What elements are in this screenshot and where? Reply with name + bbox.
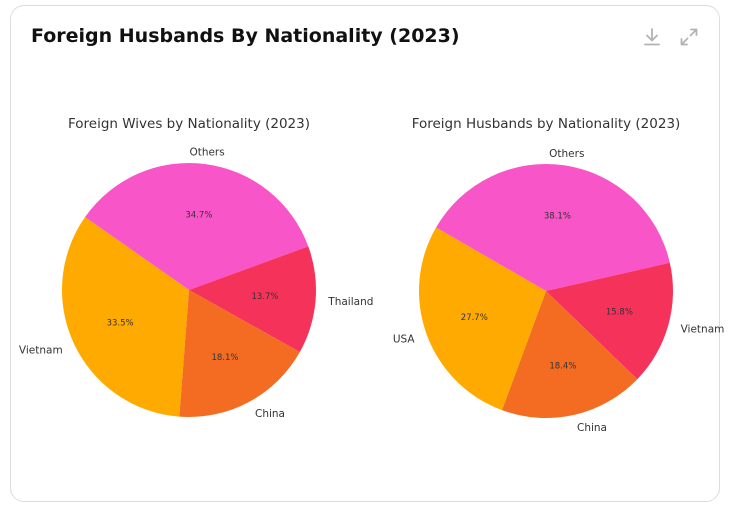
pie-slice-vietnam <box>546 262 673 380</box>
download-icon <box>644 28 660 46</box>
slice-percent-vietnam: 33.5% <box>107 319 134 329</box>
slice-label-others: Others <box>549 148 584 160</box>
slice-label-vietnam: Vietnam <box>681 324 725 336</box>
pie-slice-usa <box>418 227 546 411</box>
pie-slice-others <box>84 163 309 290</box>
slice-label-thailand: Thailand <box>327 296 373 308</box>
pie-slice-vietnam <box>62 217 190 417</box>
slice-percent-thailand: 13.7% <box>251 292 278 302</box>
download-button[interactable] <box>641 26 663 48</box>
pie-slice-china <box>501 291 638 419</box>
slice-percent-vietnam: 15.8% <box>606 308 633 318</box>
slice-percent-others: 38.1% <box>544 212 571 222</box>
expand-icon <box>680 28 698 46</box>
pie-slice-thailand <box>189 246 317 353</box>
slice-label-usa: USA <box>393 334 416 346</box>
pie-slice-china <box>179 290 300 418</box>
slice-label-others: Others <box>189 147 224 159</box>
slice-label-vietnam: Vietnam <box>19 345 63 357</box>
slice-label-china: China <box>577 422 607 434</box>
card-title: Foreign Husbands By Nationality (2023) <box>31 25 460 47</box>
slice-label-china: China <box>255 408 285 420</box>
pie-chart-1: Foreign Wives by Nationality (2023) Other… <box>19 116 373 420</box>
slice-percent-china: 18.4% <box>549 361 576 371</box>
chart-title: Foreign Husbands by Nationality (2023) <box>412 116 681 132</box>
slice-percent-china: 18.1% <box>211 353 238 363</box>
slice-percent-others: 34.7% <box>185 210 212 220</box>
pie-chart-2: Foreign Husbands by Nationality (2023) Ot… <box>393 116 724 434</box>
expand-button[interactable] <box>678 26 700 48</box>
pie-slice-others <box>436 164 670 291</box>
chart-title: Foreign Wives by Nationality (2023) <box>68 116 310 132</box>
slice-percent-usa: 27.7% <box>461 313 488 323</box>
